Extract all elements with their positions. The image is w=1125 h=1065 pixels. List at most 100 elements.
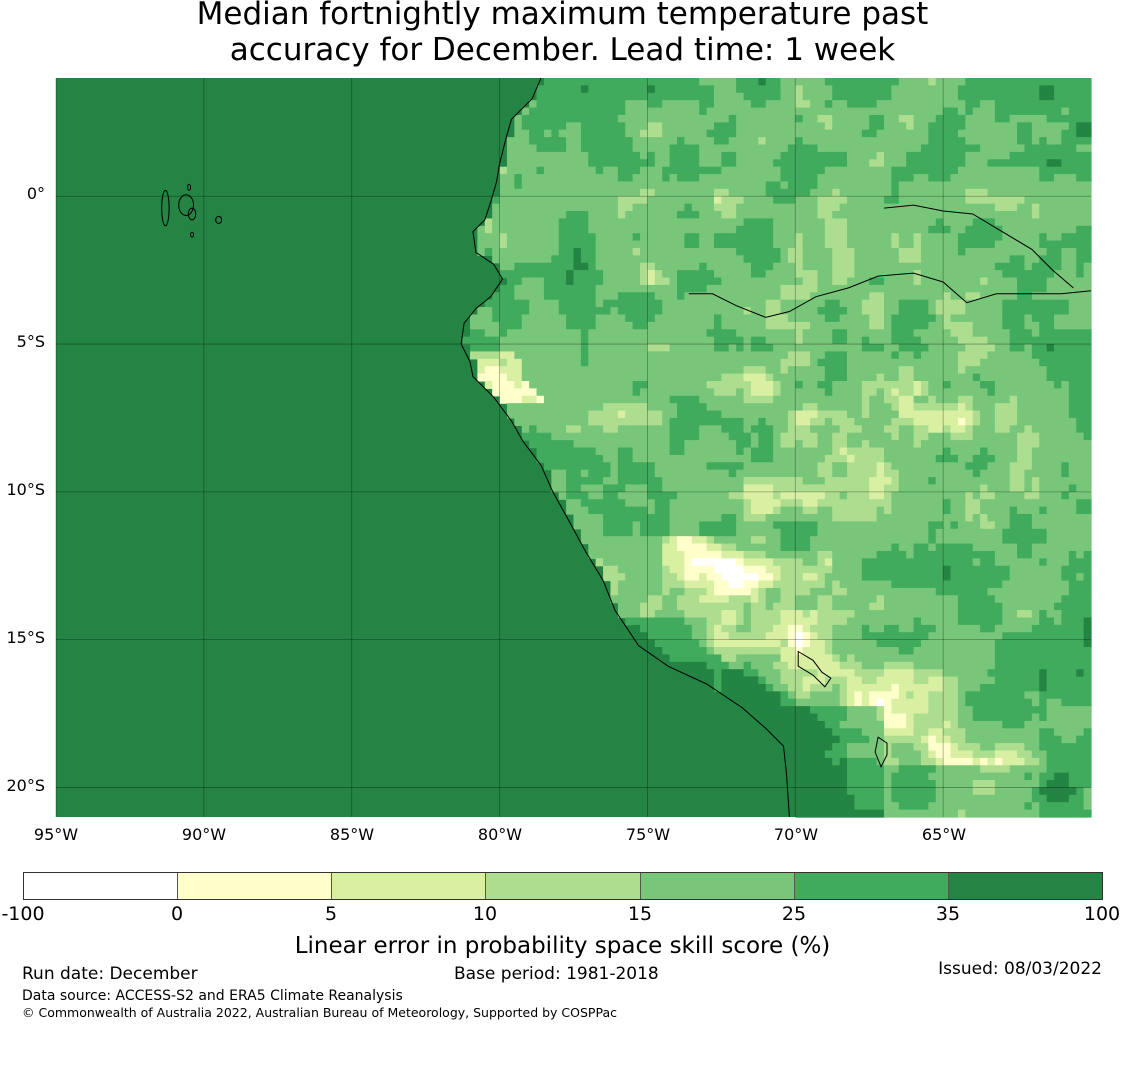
land-cell: [1054, 203, 1063, 212]
land-cell: [861, 255, 870, 264]
land-cell: [1076, 307, 1085, 316]
land-cell: [521, 218, 530, 227]
land-cell: [728, 240, 737, 249]
land-cell: [957, 78, 966, 86]
land-cell: [684, 351, 693, 360]
land-cell: [558, 144, 567, 153]
land-cell: [802, 85, 811, 94]
land-cell: [980, 388, 989, 397]
land-cell: [906, 484, 915, 493]
land-cell: [713, 321, 722, 330]
land-cell: [869, 314, 878, 323]
land-cell: [943, 536, 952, 545]
land-cell: [869, 78, 878, 86]
land-cell: [595, 92, 604, 101]
land-cell: [1009, 425, 1018, 434]
land-cell: [972, 270, 981, 279]
land-cell: [699, 277, 708, 286]
land-cell: [662, 440, 671, 449]
land-cell: [972, 218, 981, 227]
land-cell: [558, 336, 567, 345]
land-cell: [677, 469, 685, 478]
land-cell: [795, 484, 804, 493]
land-cell: [721, 270, 730, 279]
land-cell: [1076, 299, 1085, 308]
land-cell: [810, 514, 819, 522]
land-cell: [506, 403, 515, 412]
land-cell: [972, 255, 981, 264]
land-cell: [994, 151, 1003, 160]
land-cell: [1031, 188, 1040, 197]
land-cell: [847, 196, 856, 205]
land-cell: [647, 107, 656, 116]
land-cell: [1068, 255, 1077, 264]
land-cell: [824, 395, 833, 404]
land-cell: [906, 514, 915, 522]
land-cell: [1024, 188, 1033, 197]
land-cell: [824, 151, 833, 160]
land-cell: [721, 129, 730, 138]
land-cell: [1017, 233, 1026, 242]
land-cell: [743, 225, 752, 234]
land-cell: [647, 122, 656, 131]
land-cell: [943, 358, 952, 367]
land-cell: [906, 277, 915, 286]
land-cell: [721, 240, 730, 249]
land-cell: [654, 114, 663, 123]
land-cell: [920, 514, 929, 522]
land-cell: [1039, 166, 1048, 175]
land-cell: [640, 477, 649, 486]
land-cell: [654, 447, 663, 456]
land-cell: [543, 410, 552, 419]
land-cell: [610, 307, 619, 316]
land-cell: [588, 469, 597, 478]
land-cell: [750, 321, 759, 330]
land-cell: [1031, 528, 1040, 537]
land-cell: [824, 233, 833, 242]
land-cell: [706, 166, 715, 175]
land-cell: [876, 174, 885, 183]
land-cell: [861, 388, 870, 397]
land-cell: [743, 543, 752, 552]
land-cell: [972, 78, 981, 86]
land-cell: [529, 174, 538, 183]
land-cell: [514, 151, 523, 160]
land-cell: [573, 225, 582, 234]
land-cell: [750, 454, 759, 463]
land-cell: [684, 262, 693, 271]
land-cell: [684, 255, 693, 264]
land-cell: [810, 395, 819, 404]
land-cell: [580, 203, 589, 212]
land-cell: [706, 247, 715, 256]
land-cell: [662, 92, 671, 101]
land-cell: [691, 292, 700, 301]
land-cell: [573, 129, 582, 138]
land-cell: [994, 188, 1003, 197]
land-cell: [1083, 388, 1092, 397]
land-cell: [891, 366, 900, 375]
land-cell: [750, 403, 759, 412]
land-cell: [765, 454, 774, 463]
land-cell: [610, 514, 619, 522]
land-cell: [817, 454, 826, 463]
land-cell: [691, 314, 700, 323]
land-cell: [640, 188, 649, 197]
land-cell: [795, 270, 804, 279]
land-cell: [640, 462, 649, 471]
land-cell: [913, 129, 922, 138]
land-cell: [950, 395, 959, 404]
land-cell: [935, 100, 944, 109]
land-cell: [994, 351, 1003, 360]
land-cell: [1002, 462, 1011, 471]
land-cell: [743, 233, 752, 242]
land-cell: [928, 284, 937, 293]
land-cell: [1068, 218, 1077, 227]
land-cell: [824, 211, 833, 220]
land-cell: [913, 344, 922, 353]
land-cell: [654, 299, 663, 308]
land-cell: [802, 166, 811, 175]
land-cell: [1009, 107, 1018, 116]
land-cell: [521, 321, 530, 330]
land-cell: [950, 78, 959, 86]
land-cell: [920, 284, 929, 293]
